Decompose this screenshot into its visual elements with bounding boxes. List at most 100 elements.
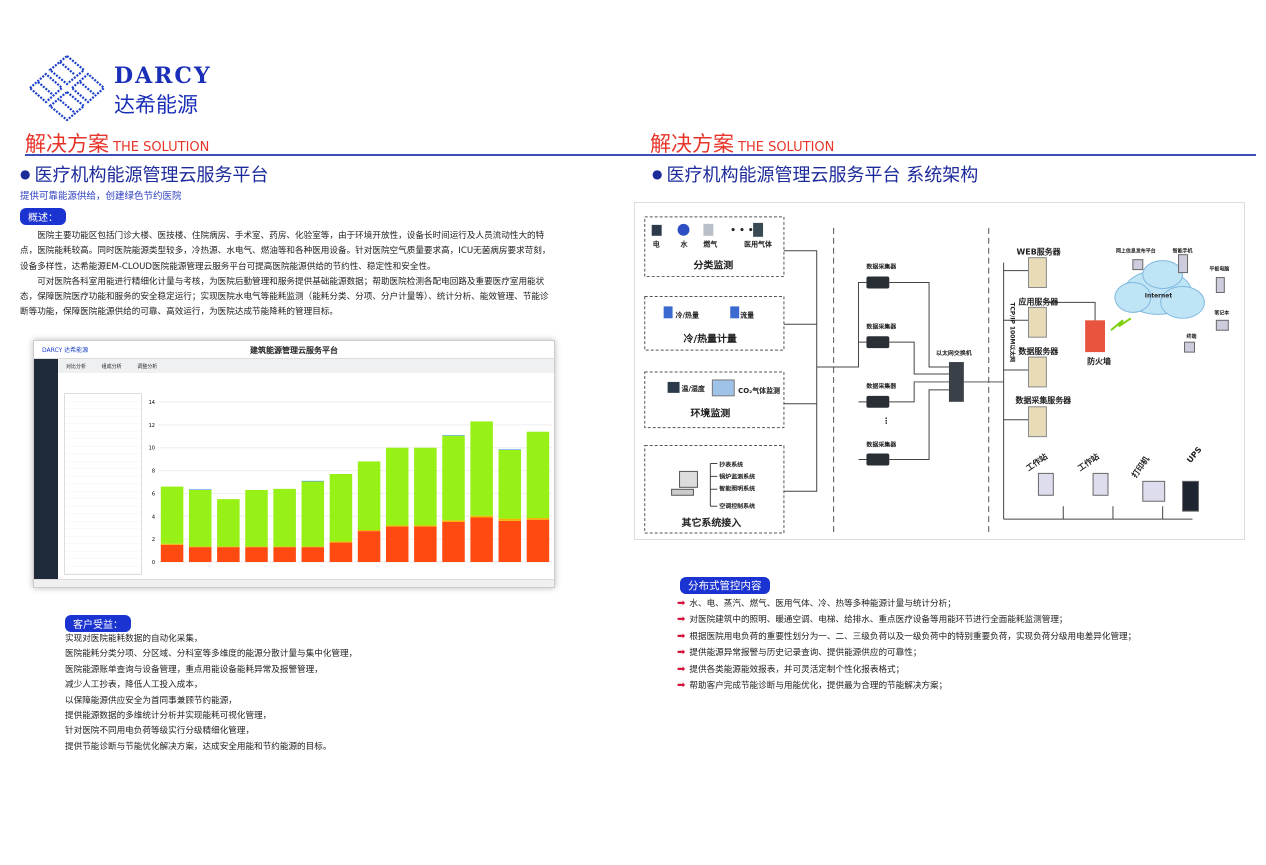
app-brand: DARCY 达希能源 xyxy=(42,347,89,354)
bar-segment[interactable] xyxy=(160,543,184,545)
bar-segment[interactable] xyxy=(301,480,325,482)
control-item: 根据医院用电负荷的重要性划分为一、二、三级负荷以及一级负荷中的特别重要负荷，实现… xyxy=(677,629,1136,645)
bar-segment[interactable] xyxy=(442,520,465,522)
label: 分类监测 xyxy=(693,259,733,272)
bar-segment[interactable] xyxy=(526,431,550,518)
y-tick-label: 6 xyxy=(152,491,155,497)
label: 工作站 xyxy=(1076,451,1101,473)
y-tick-label: 8 xyxy=(152,469,155,475)
bar-segment[interactable] xyxy=(245,546,268,548)
bar-segment[interactable] xyxy=(273,488,296,547)
left-subtitle: 提供可靠能源供给，创建绿色节约医院 xyxy=(20,191,182,202)
meter-icons xyxy=(651,222,764,237)
server-icons xyxy=(1027,257,1047,438)
bar-segment[interactable] xyxy=(245,490,268,547)
logo-text-en: DARCY xyxy=(114,63,212,89)
label: 燃气 xyxy=(702,240,717,249)
overview-paragraph: 可对医院各科室用能进行精细化计量与考核，为医院后勤管理和服务提供基础能源数据；帮… xyxy=(20,276,549,318)
bar-segment[interactable] xyxy=(498,449,522,450)
bar-segment[interactable] xyxy=(188,490,212,547)
app-tab[interactable]: 调整分析 xyxy=(137,364,158,370)
benefit-item: 实现对医院能耗数据的自动化采集， xyxy=(65,634,203,644)
bar-segment[interactable] xyxy=(414,526,437,562)
bar-segment[interactable] xyxy=(498,450,522,519)
bar-segment[interactable] xyxy=(526,518,550,520)
bar-segment[interactable] xyxy=(357,530,381,532)
bar-segment[interactable] xyxy=(301,547,325,562)
bar-segment[interactable] xyxy=(329,542,353,562)
bar-segment[interactable] xyxy=(498,520,522,562)
bar-segment[interactable] xyxy=(160,486,184,544)
left-title: 医疗机构能源管理云服务平台 xyxy=(20,161,268,187)
switch-icon xyxy=(948,362,964,402)
label: UPS xyxy=(1185,445,1204,465)
bar-segment[interactable] xyxy=(414,525,437,527)
bar-segment[interactable] xyxy=(526,519,550,562)
right-title: 医疗机构能源管理云服务平台 系统架构 xyxy=(652,161,978,187)
bar-segment[interactable] xyxy=(414,447,437,526)
bar-segment[interactable] xyxy=(470,517,493,562)
app-title: 建筑能源管理云服务平台 xyxy=(250,346,338,355)
bar-segment[interactable] xyxy=(188,547,212,562)
svg-text:⋮: ⋮ xyxy=(882,417,890,426)
bar-segment[interactable] xyxy=(498,518,522,521)
label: 冷/热量 xyxy=(676,310,699,319)
bar-segment[interactable] xyxy=(160,544,184,562)
benefits-list: 实现对医院能耗数据的自动化采集， 医院能耗分类分项、分区域、分科室等多维度的能源… xyxy=(65,632,357,755)
benefit-item: 针对医院不同用电负荷等级实行分级精细化管理， xyxy=(65,726,255,737)
bar-segment[interactable] xyxy=(329,474,353,542)
y-tick-label: 12 xyxy=(149,423,155,429)
bar-segment[interactable] xyxy=(385,526,409,562)
workstation-printer-ups-icons xyxy=(1037,472,1199,512)
benefit-item: 医院能耗分类分项、分区域、分科室等多维度的能源分散计量与集中化管理， xyxy=(65,649,358,660)
label: 打印机 xyxy=(1129,454,1151,479)
control-item: 帮助客户完成节能诊断与用能优化，提供最为合理的节能解决方案； xyxy=(677,678,1136,694)
control-badge: 分布式管控内容 xyxy=(680,577,770,594)
bar-segment[interactable] xyxy=(357,531,381,562)
control-list: 水、电、蒸汽、燃气、医用气体、冷、热等多种能源计量与统计分析； 对医院建筑中的照… xyxy=(677,596,1136,694)
y-tick-label: 2 xyxy=(152,537,155,543)
label: 数据采集器 xyxy=(866,322,897,330)
label: 空调控制系统 xyxy=(719,502,755,510)
label: 电 xyxy=(653,240,660,249)
bar-segment[interactable] xyxy=(217,546,240,548)
bar-segment[interactable] xyxy=(329,541,353,543)
firewall-icon xyxy=(1085,320,1106,353)
label: 抄表系统 xyxy=(719,460,743,468)
label: 环境监测 xyxy=(690,407,730,420)
bar-segment[interactable] xyxy=(385,525,409,527)
bar-segment[interactable] xyxy=(385,447,409,526)
bar-segment[interactable] xyxy=(301,481,325,547)
bar-segment[interactable] xyxy=(245,547,268,562)
control-item: 提供各类能源能效报表，并可灵活定制个性化报表格式； xyxy=(677,662,1136,678)
bar-segment[interactable] xyxy=(470,515,493,518)
app-tab[interactable]: 对比分析 xyxy=(66,364,87,370)
bar-segment[interactable] xyxy=(470,421,493,516)
app-sidebar xyxy=(34,359,58,579)
system-architecture-diagram: 电 水 燃气 医用气体 • • • 分类监测 冷/热量 流量 冷/热量计量 温/… xyxy=(634,202,1245,540)
bar-segment[interactable] xyxy=(217,499,240,547)
bar-segment[interactable] xyxy=(357,461,381,530)
bar-segment[interactable] xyxy=(301,546,325,548)
benefits-badge: 客户受益： xyxy=(65,615,131,632)
bar-segment[interactable] xyxy=(188,489,212,490)
bar-segment[interactable] xyxy=(273,546,296,548)
y-tick-label: 0 xyxy=(152,560,155,566)
bar-segment[interactable] xyxy=(442,435,465,436)
bar-segment[interactable] xyxy=(442,522,465,562)
section-heading-right: 解决方案 THE SOLUTION xyxy=(650,132,835,156)
app-statusbar xyxy=(34,579,554,587)
darcy-logo-mark xyxy=(28,54,106,122)
bar-segment[interactable] xyxy=(273,547,296,562)
bar-segment[interactable] xyxy=(188,546,212,548)
app-tab[interactable]: 组成分析 xyxy=(101,364,122,370)
energy-bar-chart: 0 2 4 6 8 10 12 14 xyxy=(149,400,552,566)
label: Internet xyxy=(1145,292,1173,299)
label: 应用服务器 xyxy=(1019,296,1060,306)
bar-segment[interactable] xyxy=(442,435,465,521)
label: TCP/IP 100M以太网 xyxy=(1009,302,1017,362)
overview-text: 医院主要功能区包括门诊大楼、医技楼、住院病房、手术室、药房、化验室等，由于环境开… xyxy=(20,229,555,321)
bar-segment[interactable] xyxy=(217,547,240,562)
label: 数据采集服务器 xyxy=(1016,395,1073,405)
app-header: DARCY 达希能源 建筑能源管理云服务平台 xyxy=(34,341,554,359)
